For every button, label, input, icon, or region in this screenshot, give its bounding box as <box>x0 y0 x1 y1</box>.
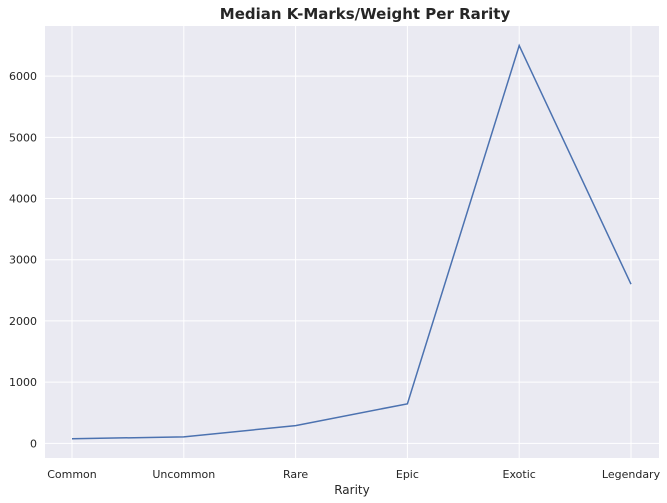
x-axis-label: Rarity <box>334 483 370 497</box>
x-gridlines <box>71 26 632 458</box>
y-tick-labels: 0 1000 2000 3000 4000 5000 6000 <box>9 70 37 450</box>
y-tick-label: 6000 <box>9 70 37 83</box>
x-tick-label: Rare <box>283 468 308 481</box>
series-line <box>71 43 632 440</box>
y-tick-label: 0 <box>30 437 37 450</box>
x-tick-label: Uncommon <box>152 468 215 481</box>
y-gridlines <box>45 75 659 444</box>
y-tick-label: 1000 <box>9 376 37 389</box>
plot-area <box>45 26 659 458</box>
x-tick-label: Legendary <box>602 468 661 481</box>
y-tick-label: 4000 <box>9 193 37 206</box>
x-tick-labels: Common Uncommon Rare Epic Exotic Legendary <box>47 468 660 481</box>
y-tick-label: 5000 <box>9 131 37 144</box>
chart-title: Median K-Marks/Weight Per Rarity <box>220 5 511 23</box>
x-tick-label: Exotic <box>503 468 536 481</box>
x-tick-label: Epic <box>396 468 419 481</box>
y-tick-label: 2000 <box>9 315 37 328</box>
x-tick-label: Common <box>47 468 97 481</box>
y-tick-label: 3000 <box>9 254 37 267</box>
